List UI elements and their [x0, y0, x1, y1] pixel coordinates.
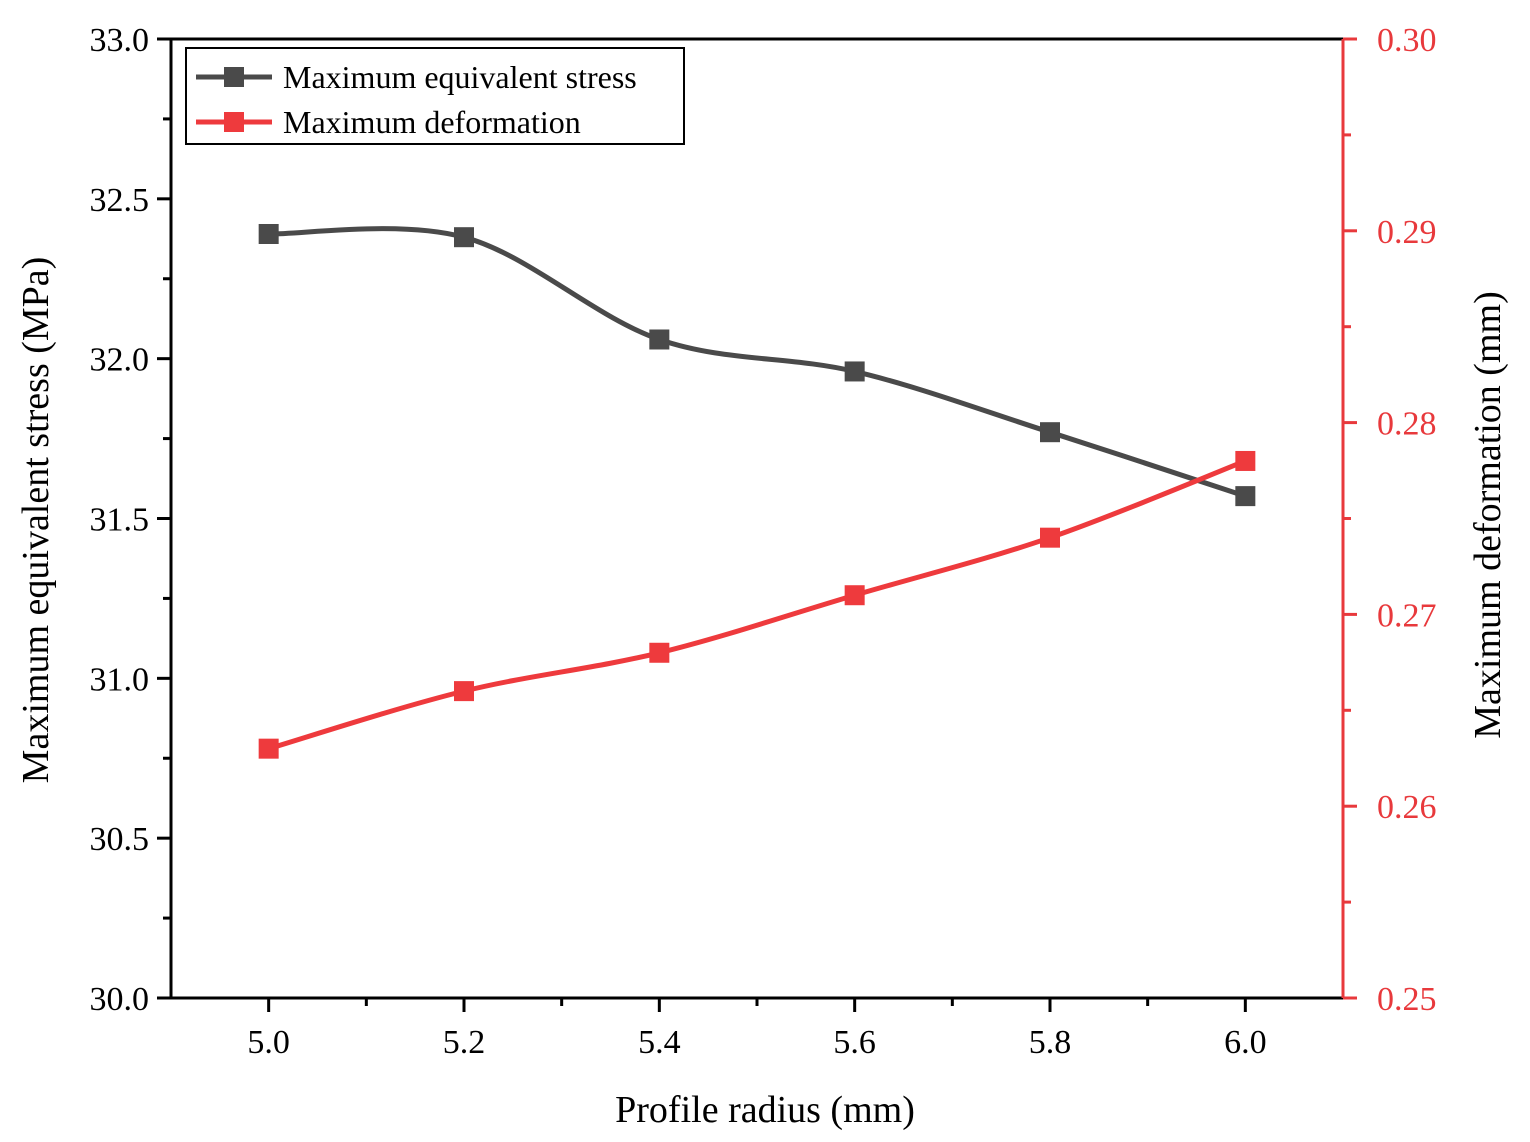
stress-data-point	[844, 361, 865, 382]
deformation-data-point	[1235, 450, 1256, 471]
stress-data-point	[454, 227, 474, 248]
legend-deformation-marker	[224, 112, 244, 132]
right-y-tick-label: 0.26	[1377, 789, 1437, 826]
x-tick-label: 5.4	[638, 1024, 681, 1061]
x-tick-label: 5.0	[247, 1024, 290, 1061]
left-y-tick-label: 33.0	[90, 22, 150, 59]
left-y-tick-label: 30.0	[90, 981, 150, 1018]
x-tick-label: 6.0	[1224, 1024, 1267, 1061]
deformation-series-line	[267, 458, 1247, 752]
legend-stress-label: Maximum equivalent stress	[283, 59, 637, 95]
x-tick-label: 5.2	[443, 1024, 486, 1061]
deformation-data-point	[1040, 527, 1060, 548]
deformation-data-point	[844, 585, 865, 606]
stress-data-point	[1235, 486, 1256, 507]
x-axis-title: Profile radius (mm)	[615, 1089, 915, 1131]
stress-data-point	[258, 223, 279, 244]
stress-series-line	[268, 226, 1247, 499]
x-tick-label: 5.6	[833, 1024, 876, 1061]
right-y-tick-label: 0.27	[1377, 597, 1437, 634]
right-y-tick-label: 0.29	[1377, 214, 1437, 251]
axes-layer: 5.0 5.2 5.4 5.6 5.8 6.0 30.0 30.5 31.0 31.5 32.0 32…	[90, 22, 1437, 1061]
x-tick-label: 5.8	[1029, 1024, 1072, 1061]
left-y-tick-label: 30.5	[90, 821, 150, 858]
deformation-data-point	[649, 642, 670, 663]
stress-data-point	[1040, 422, 1060, 443]
right-y-axis-title: Maximum deformation (mm)	[1467, 291, 1509, 738]
deformation-data-point	[258, 738, 279, 759]
stress-data-point	[649, 329, 670, 350]
legend-deformation-label: Maximum deformation	[283, 104, 581, 140]
left-y-tick-label: 32.5	[90, 182, 150, 219]
series-layer	[258, 223, 1256, 759]
left-y-tick-label: 31.5	[90, 502, 150, 539]
right-y-tick-label: 0.25	[1377, 981, 1437, 1018]
right-y-tick-label: 0.30	[1377, 22, 1437, 59]
left-y-tick-label: 32.0	[90, 342, 150, 379]
legend: Maximum equivalent stress Maximum deforma…	[185, 47, 685, 145]
deformation-data-point	[454, 681, 474, 702]
left-y-tick-label: 31.0	[90, 661, 150, 698]
left-y-axis-title: Maximum equivalent stress (MPa)	[15, 257, 57, 784]
right-y-tick-label: 0.28	[1377, 406, 1437, 443]
legend-box	[185, 47, 685, 145]
legend-stress-marker	[224, 67, 244, 87]
